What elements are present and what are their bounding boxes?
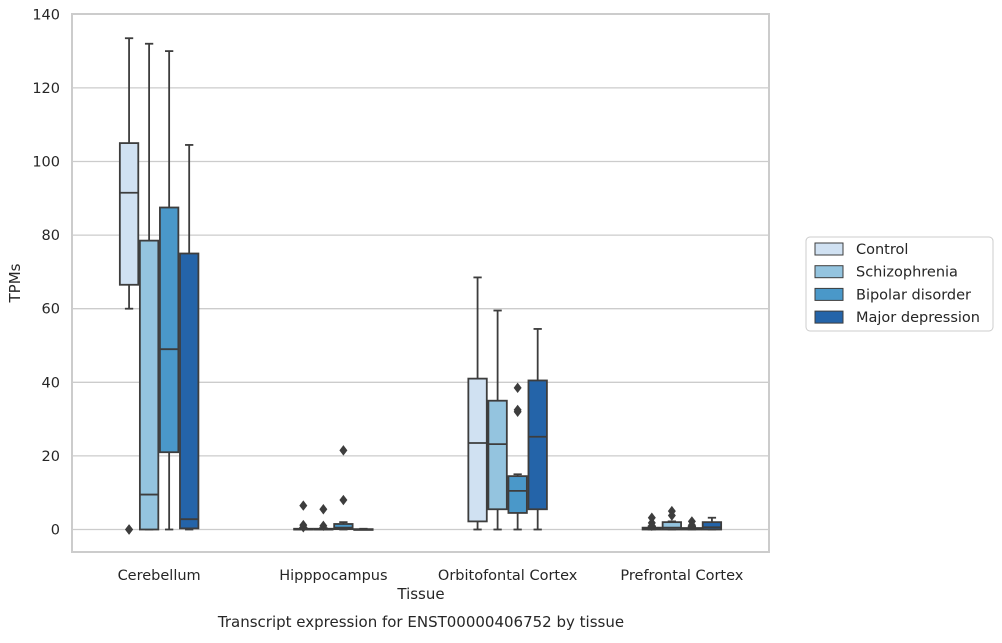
outlier-point-2 <box>647 520 656 532</box>
outlier-point-1 <box>339 494 348 506</box>
box-1-2 <box>487 309 508 531</box>
box-2-2 <box>507 382 528 531</box>
y-tick-label-0: 0 <box>51 523 60 539</box>
box-0-3 <box>641 512 662 532</box>
y-tick-labels: 0 20 40 60 80 100 120 140 <box>32 7 60 538</box>
box-body <box>701 521 723 531</box>
box-0-1 <box>293 500 314 533</box>
x-tick-label-2: Orbitofontal Cortex <box>438 568 578 584</box>
box-2-1 <box>333 445 354 531</box>
box-3-2 <box>527 328 548 531</box>
box-3-3 <box>701 516 723 531</box>
legend-label-3: Major depression <box>856 310 980 326</box>
box-0-2 <box>467 276 488 531</box>
outlier-point-0 <box>319 504 328 515</box>
legend-label-0: Control <box>856 242 908 258</box>
box-3-0 <box>179 144 200 531</box>
box-body <box>118 142 140 286</box>
box-1-3 <box>661 505 682 531</box>
legend-swatch-1 <box>814 265 844 279</box>
x-tick-label-3: Prefrontal Cortex <box>620 568 743 584</box>
x-tick-label-1: Hipppocampus <box>279 568 387 584</box>
outlier-point-1 <box>319 520 328 532</box>
box-body <box>661 521 682 531</box>
legend-swatch-2 <box>814 287 844 301</box>
outlier-point-1 <box>667 510 676 521</box>
chart-title: Transcript expression for ENST0000040675… <box>217 613 624 631</box>
box-0-0 <box>118 37 140 535</box>
box-body <box>507 475 528 514</box>
legend-label-2: Bipolar disorder <box>856 287 971 303</box>
box-body <box>487 399 508 511</box>
legend-swatch-3 <box>814 310 844 324</box>
x-tick-labels: Cerebellum Hipppocampus Orbitofontal Corte… <box>118 568 744 584</box>
box-body <box>179 252 200 530</box>
box-layer <box>118 37 723 535</box>
box-1-0 <box>138 42 160 531</box>
legend-frame <box>805 236 994 332</box>
box-body <box>527 379 548 511</box>
y-tick-label-100: 100 <box>32 155 60 171</box>
box-body <box>138 239 160 531</box>
y-tick-label-140: 140 <box>32 7 60 23</box>
y-axis-label: TPMs <box>6 263 24 303</box>
x-tick-label-0: Cerebellum <box>118 568 201 584</box>
box-1-1 <box>313 504 334 532</box>
box-3-1 <box>353 527 374 531</box>
box-2-0 <box>159 50 180 531</box>
outlier-point-2 <box>299 522 308 533</box>
outlier-point-2 <box>513 406 522 417</box>
y-tick-label-60: 60 <box>42 302 60 318</box>
box-body <box>467 377 488 523</box>
outlier-point-0 <box>513 382 522 394</box>
legend: Control Schizophrenia Bipolar disorder Majo… <box>805 236 994 332</box>
box-2-3 <box>681 516 703 531</box>
plot-frame <box>71 13 770 553</box>
outlier-point-1 <box>687 519 696 531</box>
y-tick-label-20: 20 <box>42 449 60 465</box>
legend-swatch-0 <box>814 242 844 256</box>
box-body <box>333 523 354 531</box>
outlier-point-0 <box>299 500 308 511</box>
box-body <box>159 206 180 454</box>
outlier-point-1 <box>125 524 134 535</box>
outlier-point-0 <box>339 445 348 456</box>
y-tick-label-40: 40 <box>42 375 60 391</box>
x-axis-label: Tissue <box>396 585 444 603</box>
y-tick-label-80: 80 <box>42 228 60 244</box>
legend-label-1: Schizophrenia <box>856 265 958 281</box>
y-tick-label-120: 120 <box>32 81 60 97</box>
